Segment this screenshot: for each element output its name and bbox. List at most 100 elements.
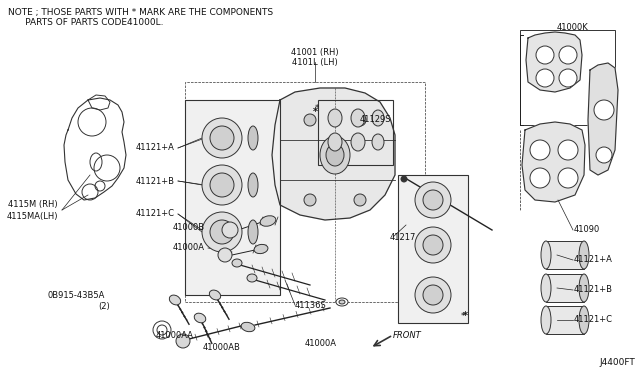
Ellipse shape <box>339 300 345 304</box>
Text: 41121+B: 41121+B <box>136 176 175 186</box>
Text: *: * <box>463 311 468 321</box>
Ellipse shape <box>579 241 589 269</box>
Ellipse shape <box>254 244 268 254</box>
Text: 41121+B: 41121+B <box>574 285 613 295</box>
Circle shape <box>304 114 316 126</box>
Bar <box>185 82 425 302</box>
Text: 4115MA(LH): 4115MA(LH) <box>6 212 58 221</box>
Text: *: * <box>315 103 319 112</box>
Ellipse shape <box>248 173 258 197</box>
Ellipse shape <box>579 274 589 302</box>
Circle shape <box>222 222 238 238</box>
Circle shape <box>157 325 167 335</box>
Circle shape <box>596 147 612 163</box>
Text: 41001 (RH): 41001 (RH) <box>291 48 339 57</box>
Text: 41121+C: 41121+C <box>574 315 613 324</box>
Ellipse shape <box>328 133 342 151</box>
Ellipse shape <box>248 126 258 150</box>
Text: 41129S: 41129S <box>360 115 392 125</box>
Circle shape <box>423 190 443 210</box>
Ellipse shape <box>351 133 365 151</box>
Circle shape <box>558 140 578 160</box>
Ellipse shape <box>209 290 221 300</box>
Circle shape <box>202 212 242 252</box>
Text: J4400FT: J4400FT <box>599 358 635 367</box>
Text: 4101L (LH): 4101L (LH) <box>292 58 338 67</box>
Ellipse shape <box>194 313 206 323</box>
Circle shape <box>558 168 578 188</box>
Circle shape <box>559 46 577 64</box>
Ellipse shape <box>260 216 276 226</box>
Circle shape <box>536 46 554 64</box>
Text: 41000B: 41000B <box>173 224 205 232</box>
Polygon shape <box>526 32 582 92</box>
Circle shape <box>202 118 242 158</box>
Ellipse shape <box>541 274 551 302</box>
Text: (2): (2) <box>99 302 110 311</box>
Bar <box>398 175 468 323</box>
Ellipse shape <box>541 241 551 269</box>
Circle shape <box>218 248 232 262</box>
Ellipse shape <box>336 298 348 306</box>
Circle shape <box>210 126 234 150</box>
Circle shape <box>415 182 451 218</box>
Ellipse shape <box>372 134 384 150</box>
Text: 41136S: 41136S <box>295 301 327 310</box>
Circle shape <box>153 321 171 339</box>
Circle shape <box>423 285 443 305</box>
Bar <box>318 100 393 165</box>
Circle shape <box>530 140 550 160</box>
Text: 41000AA: 41000AA <box>156 331 194 340</box>
Ellipse shape <box>351 109 365 127</box>
Bar <box>520 30 615 125</box>
Text: FRONT: FRONT <box>393 330 422 340</box>
Bar <box>546 274 584 302</box>
Text: *: * <box>461 311 465 321</box>
Circle shape <box>530 168 550 188</box>
Circle shape <box>210 173 234 197</box>
Text: 41121+C: 41121+C <box>136 209 175 218</box>
Text: 41217: 41217 <box>390 232 417 241</box>
Circle shape <box>354 194 366 206</box>
Polygon shape <box>522 122 585 202</box>
Text: 41000A: 41000A <box>173 244 205 253</box>
Text: 41000A: 41000A <box>305 339 337 347</box>
Text: 41121+A: 41121+A <box>574 256 613 264</box>
Circle shape <box>559 69 577 87</box>
Circle shape <box>423 235 443 255</box>
Text: 41000AB: 41000AB <box>203 343 241 353</box>
Circle shape <box>210 220 234 244</box>
Circle shape <box>415 227 451 263</box>
Ellipse shape <box>232 259 242 267</box>
Text: 41090: 41090 <box>574 225 600 234</box>
Ellipse shape <box>320 136 350 174</box>
Text: 41000K: 41000K <box>557 23 589 32</box>
Circle shape <box>354 114 366 126</box>
Polygon shape <box>272 88 395 220</box>
Polygon shape <box>588 63 618 175</box>
Text: NOTE ; THOSE PARTS WITH * MARK ARE THE COMPONENTS
      PARTS OF PARTS CODE41000: NOTE ; THOSE PARTS WITH * MARK ARE THE C… <box>8 8 273 28</box>
Bar <box>185 100 280 295</box>
Text: 0B915-43B5A: 0B915-43B5A <box>47 291 105 299</box>
Circle shape <box>304 194 316 206</box>
Text: *: * <box>313 107 318 117</box>
Ellipse shape <box>579 306 589 334</box>
Ellipse shape <box>372 110 384 126</box>
Ellipse shape <box>241 322 255 332</box>
Ellipse shape <box>328 109 342 127</box>
Bar <box>546 241 584 269</box>
Circle shape <box>176 334 190 348</box>
Ellipse shape <box>326 144 344 166</box>
Circle shape <box>594 100 614 120</box>
Circle shape <box>202 165 242 205</box>
Text: 4115M (RH): 4115M (RH) <box>8 201 58 209</box>
Circle shape <box>401 176 407 182</box>
Ellipse shape <box>247 274 257 282</box>
Ellipse shape <box>170 295 180 305</box>
Ellipse shape <box>248 220 258 244</box>
Circle shape <box>415 277 451 313</box>
Circle shape <box>536 69 554 87</box>
Bar <box>546 306 584 334</box>
Ellipse shape <box>541 306 551 334</box>
Text: 41121+A: 41121+A <box>136 144 175 153</box>
